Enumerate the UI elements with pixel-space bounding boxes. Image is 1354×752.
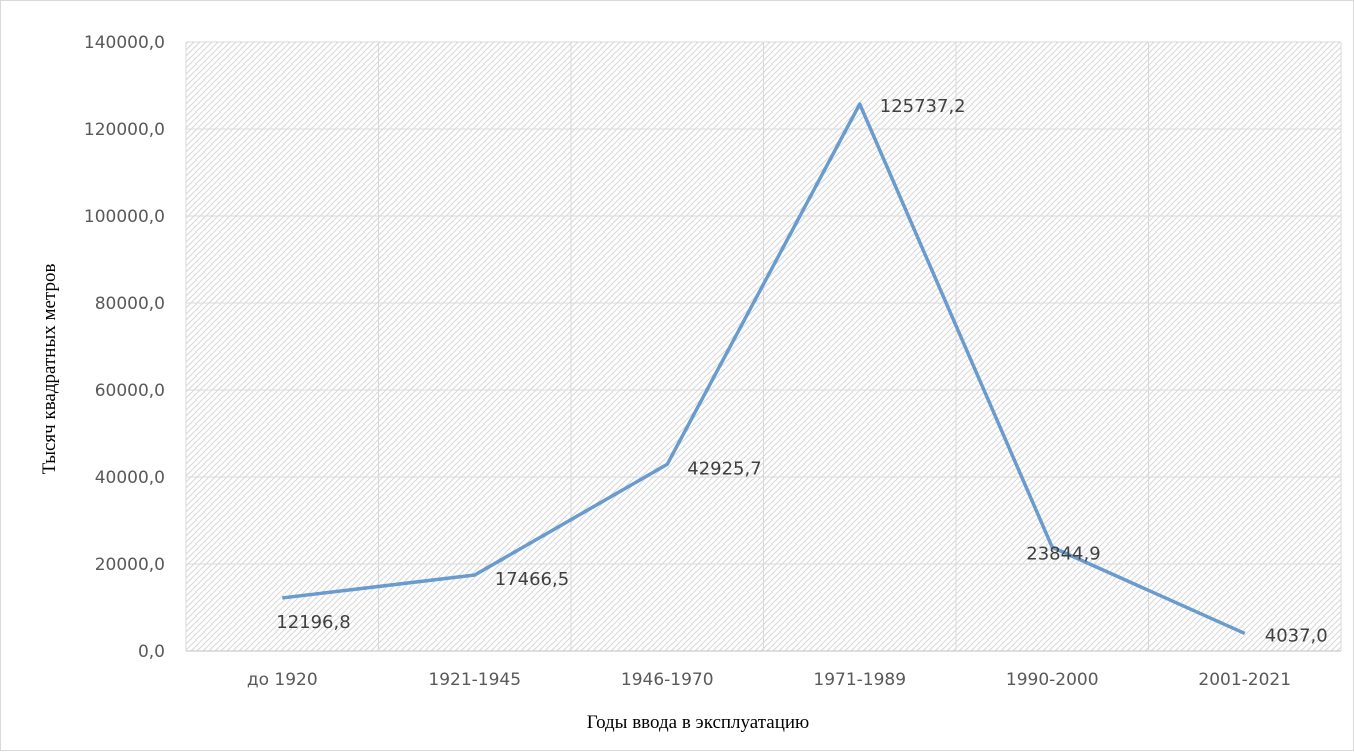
y-axis-ticks: 0,0 20000,0 40000,0 60000,0 80000,0 100000,0 1… [84,33,165,662]
y-tick-label: 60000,0 [95,381,165,401]
data-label: 125737,2 [880,96,966,117]
y-tick-label: 40000,0 [95,468,165,488]
y-axis-title: Тысяч квадратных метров [39,264,60,475]
x-tick-label: 1971-1989 [813,670,906,690]
y-tick-label: 0,0 [138,642,165,662]
data-label: 42925,7 [687,458,761,479]
y-tick-label: 120000,0 [84,120,165,140]
x-tick-label: 1921-1945 [428,670,521,690]
data-label: 12196,8 [276,612,350,633]
series-line [282,102,1246,636]
y-tick-label: 140000,0 [84,33,165,53]
x-axis-ticks: до 1920 1921-1945 1946-1970 1971-1989 1990-2… [247,670,1291,690]
y-tick-label: 20000,0 [95,555,165,575]
x-tick-label: 1946-1970 [621,670,714,690]
x-axis-title: Годы ввода в эксплуатацию [587,712,809,733]
data-label: 23844,9 [1026,543,1100,564]
y-tick-label: 80000,0 [95,294,165,314]
x-tick-label: 1990-2000 [1006,670,1099,690]
data-label: 17466,5 [495,569,569,590]
y-tick-label: 100000,0 [84,207,165,227]
grid-lines [185,41,1342,652]
data-labels: 12196,8 17466,5 42925,7 125737,2 23844,9 4037… [276,96,1327,646]
x-tick-label: 2001-2021 [1198,670,1291,690]
x-tick-label: до 1920 [247,670,318,690]
data-label: 4037,0 [1265,625,1328,646]
